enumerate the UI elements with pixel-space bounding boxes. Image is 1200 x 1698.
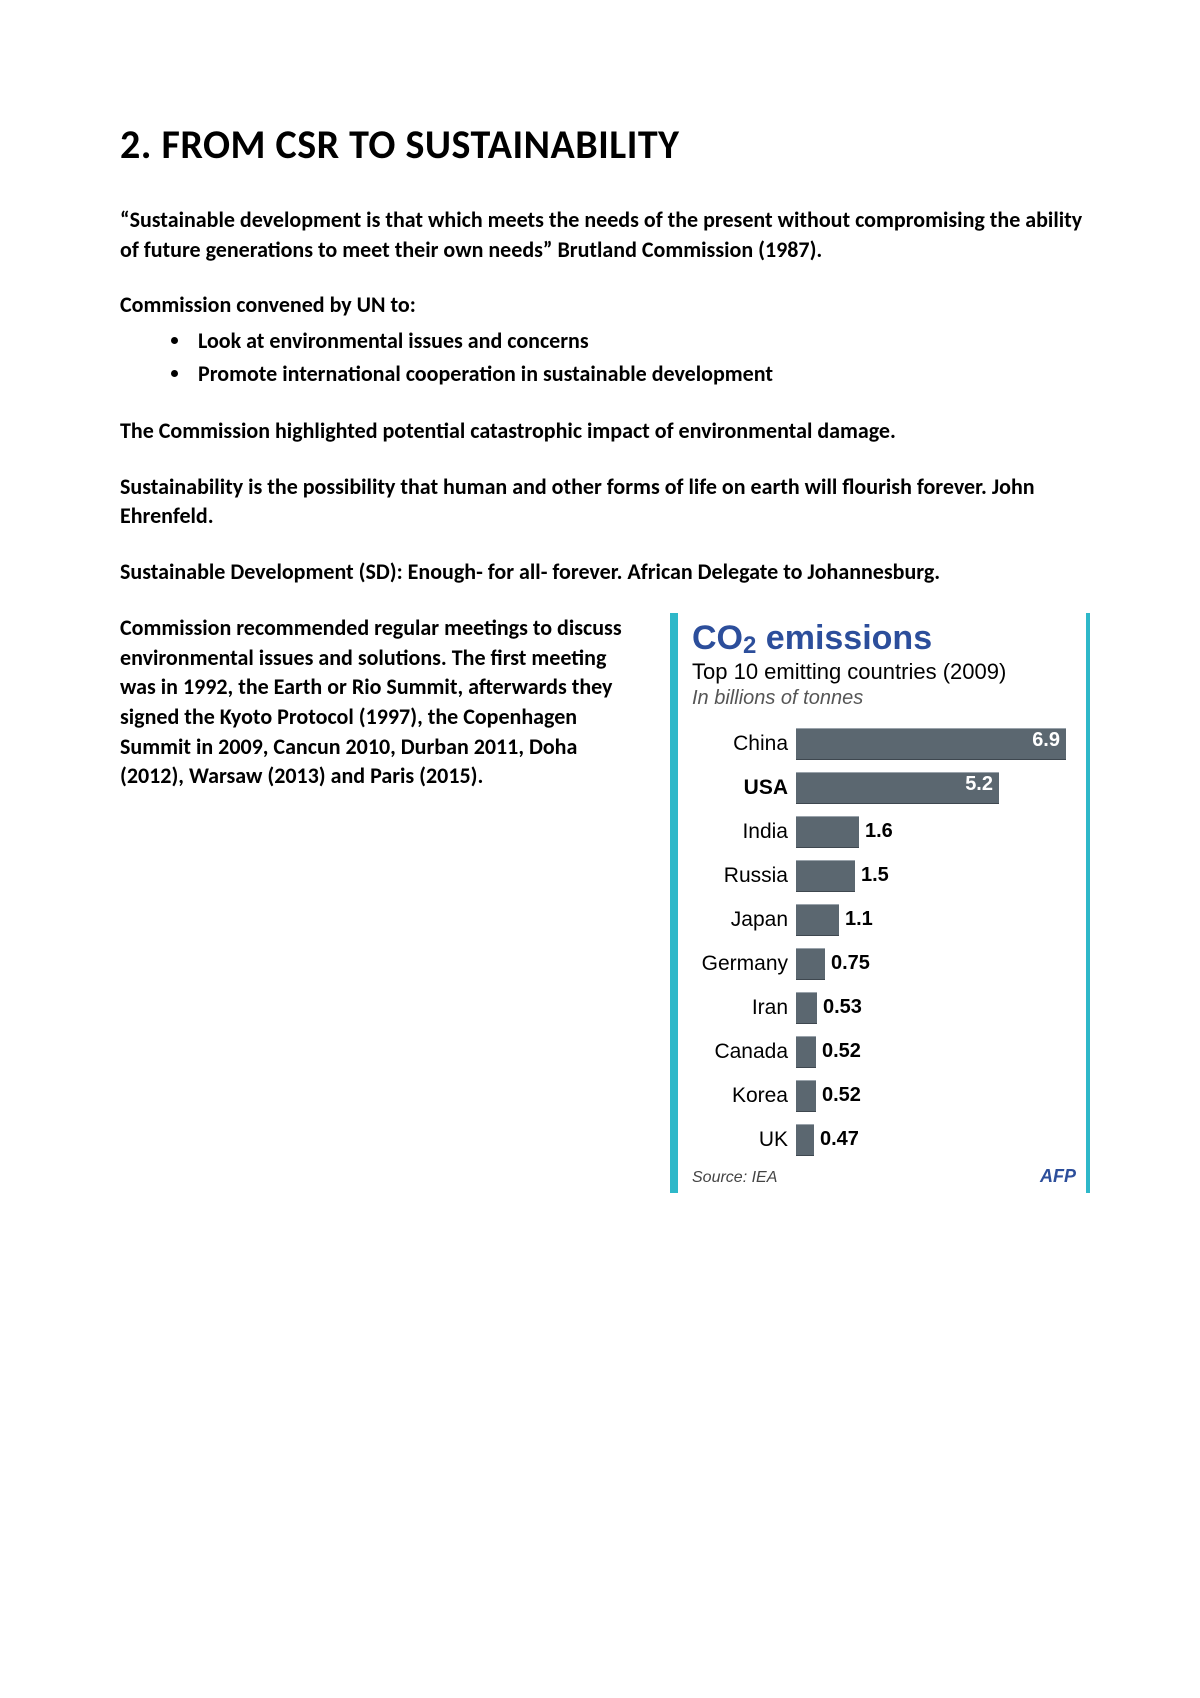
- bar-track: 1.1: [796, 904, 1076, 936]
- bar-fill: [796, 1036, 816, 1068]
- bar-value: 0.47: [820, 1128, 859, 1151]
- bar-label: Russia: [692, 864, 796, 888]
- bar-row: China 6.9: [692, 724, 1076, 764]
- bar-row: Japan 1.1: [692, 900, 1076, 940]
- bar-value: 1.5: [861, 864, 889, 887]
- bullet-item: Look at environmental issues and concern…: [192, 324, 1090, 357]
- bar-value: 0.75: [831, 952, 870, 975]
- bar-fill: [796, 816, 859, 848]
- bar-row: Germany 0.75: [692, 944, 1076, 984]
- bar-value: 1.1: [845, 908, 873, 931]
- bar-row: USA 5.2: [692, 768, 1076, 808]
- chart-subtitle: Top 10 emitting countries (2009): [692, 659, 1076, 685]
- bar-row: India 1.6: [692, 812, 1076, 852]
- bar-track: 5.2: [796, 772, 1076, 804]
- bar-value: 5.2: [965, 773, 993, 796]
- paragraph-meetings: Commission recommended regular meetings …: [120, 613, 646, 791]
- bar-value: 6.9: [1032, 729, 1060, 752]
- bar-value: 0.53: [823, 996, 862, 1019]
- bar-label: China: [692, 732, 796, 756]
- bullet-list: Look at environmental issues and concern…: [192, 324, 1090, 390]
- bar-fill: [796, 1124, 814, 1156]
- paragraph-definition: “Sustainable development is that which m…: [120, 205, 1090, 264]
- chart-source: Source: IEA: [692, 1169, 777, 1187]
- bar-row: Canada 0.52: [692, 1032, 1076, 1072]
- bar-track: 6.9: [796, 728, 1076, 760]
- bar-label: India: [692, 820, 796, 844]
- bar-fill: [796, 860, 855, 892]
- bar-chart-body: China 6.9 USA 5.2 India 1.6 Russia 1.5 Japan 1.1 G…: [692, 724, 1076, 1160]
- bullet-item: Promote international cooperation in sus…: [192, 357, 1090, 390]
- bar-fill: [796, 948, 825, 980]
- bar-label: Canada: [692, 1040, 796, 1064]
- bar-row: UK 0.47: [692, 1120, 1076, 1160]
- bar-track: 0.52: [796, 1080, 1076, 1112]
- paragraph-impact: The Commission highlighted potential cat…: [120, 416, 1090, 446]
- bar-track: 0.53: [796, 992, 1076, 1024]
- bar-value: 0.52: [822, 1084, 861, 1107]
- bar-fill: 5.2: [796, 772, 999, 804]
- bar-value: 0.52: [822, 1040, 861, 1063]
- bar-label: Korea: [692, 1084, 796, 1108]
- paragraph-un-lead: Commission convened by UN to:: [120, 290, 1090, 320]
- bar-fill: [796, 904, 839, 936]
- bar-track: 1.6: [796, 816, 1076, 848]
- bar-label: USA: [692, 776, 796, 800]
- bar-label: Germany: [692, 952, 796, 976]
- bar-fill: [796, 1080, 816, 1112]
- paragraph-sd: Sustainable Development (SD): Enough- fo…: [120, 557, 1090, 587]
- paragraph-ehrenfeld: Sustainability is the possibility that h…: [120, 472, 1090, 531]
- co2-chart: CO2 emissions Top 10 emitting countries …: [670, 613, 1090, 1193]
- bar-track: 1.5: [796, 860, 1076, 892]
- bar-row: Iran 0.53: [692, 988, 1076, 1028]
- chart-title: CO2 emissions: [692, 621, 1076, 655]
- bar-fill: [796, 992, 817, 1024]
- bar-track: 0.47: [796, 1124, 1076, 1156]
- page-heading: 2. FROM CSR TO SUSTAINABILITY: [120, 120, 1090, 169]
- bar-fill: 6.9: [796, 728, 1066, 760]
- bar-row: Russia 1.5: [692, 856, 1076, 896]
- chart-credit: AFP: [1040, 1166, 1076, 1187]
- bar-value: 1.6: [865, 820, 893, 843]
- bar-track: 0.75: [796, 948, 1076, 980]
- bar-row: Korea 0.52: [692, 1076, 1076, 1116]
- bar-label: Japan: [692, 908, 796, 932]
- bar-track: 0.52: [796, 1036, 1076, 1068]
- bar-label: UK: [692, 1128, 796, 1152]
- chart-units: In billions of tonnes: [692, 687, 1076, 710]
- bar-label: Iran: [692, 996, 796, 1020]
